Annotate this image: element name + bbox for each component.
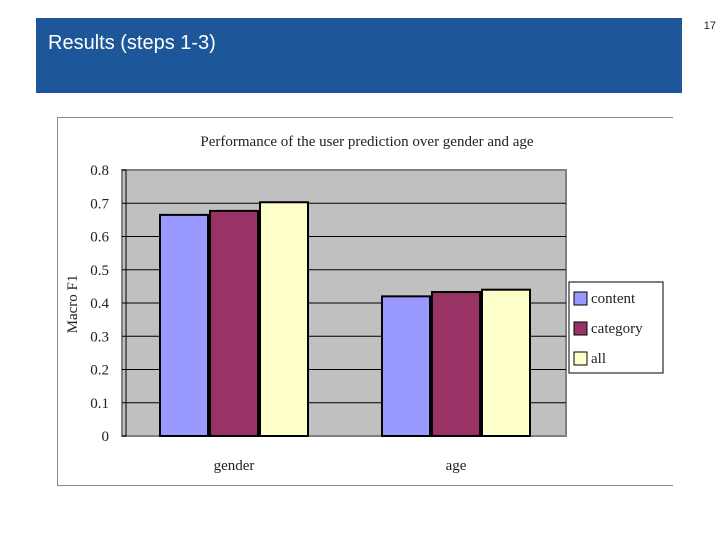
chart-title: Performance of the user prediction over … xyxy=(200,134,534,150)
y-tick-label: 0.8 xyxy=(90,163,109,179)
legend-label-all: all xyxy=(591,351,606,367)
y-ticks: 0 0.1 0.2 0.3 0.4 0.5 0.6 0.7 0.8 xyxy=(90,163,127,445)
bars xyxy=(159,201,531,437)
x-ticks: gender age xyxy=(214,458,467,474)
x-tick-label: gender xyxy=(214,458,255,474)
bar-all-age xyxy=(481,288,531,437)
header-bar: Results (steps 1-3) xyxy=(36,18,682,93)
legend-swatch-content xyxy=(573,291,588,306)
y-tick-label: 0.4 xyxy=(90,296,109,312)
slide-title: Results (steps 1-3) xyxy=(48,32,216,54)
y-axis-label: Macro F1 xyxy=(65,275,81,334)
legend-items: content category all xyxy=(573,291,643,367)
bar-all-gender xyxy=(259,201,309,437)
bar-category-gender xyxy=(209,209,259,437)
chart-frame: Performance of the user prediction over … xyxy=(57,117,673,486)
bar-content-age xyxy=(381,295,431,437)
x-tick-label: age xyxy=(446,458,467,474)
bar-category-age xyxy=(431,291,481,437)
legend-swatch-category xyxy=(573,321,588,336)
y-tick-label: 0.3 xyxy=(90,329,109,345)
bar-chart: Performance of the user prediction over … xyxy=(65,134,664,474)
legend: content category all xyxy=(568,281,664,374)
y-tick-label: 0.7 xyxy=(90,196,109,212)
y-tick-label: 0.6 xyxy=(90,230,109,246)
y-tick-label: 0.2 xyxy=(90,363,109,379)
y-tick-label: 0.1 xyxy=(90,396,109,412)
bar-content-gender xyxy=(159,213,209,437)
y-tick-label: 0 xyxy=(102,429,110,445)
legend-swatch-all xyxy=(573,351,588,366)
y-tick-label: 0.5 xyxy=(90,263,109,279)
legend-label-category: category xyxy=(591,321,643,337)
slide-number: 17 xyxy=(703,20,716,32)
legend-label-content: content xyxy=(591,291,636,307)
